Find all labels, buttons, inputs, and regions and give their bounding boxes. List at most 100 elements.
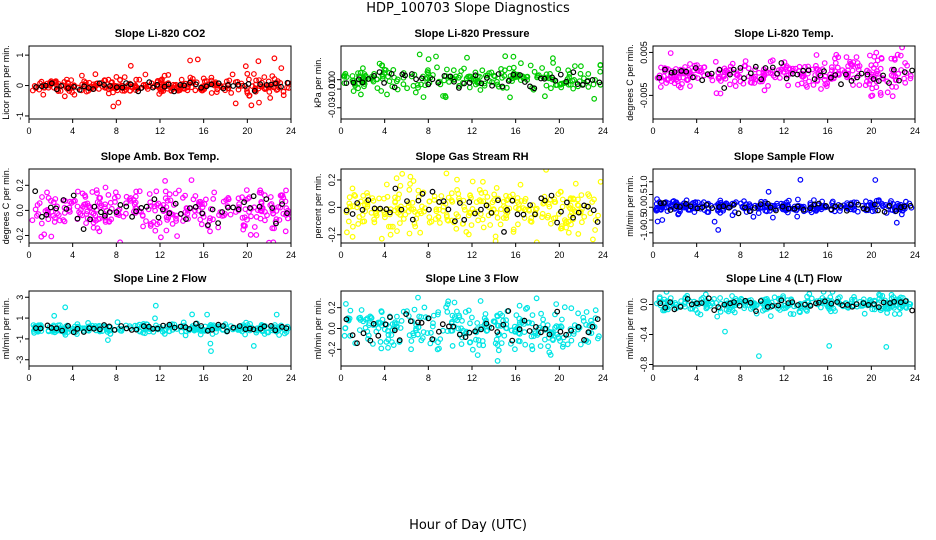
reference-point <box>589 76 596 83</box>
data-point <box>408 73 415 80</box>
reference-point <box>160 322 167 329</box>
data-point <box>869 208 876 215</box>
data-point <box>516 319 523 326</box>
reference-point <box>483 202 490 209</box>
data-point <box>228 89 235 96</box>
reference-point <box>371 72 378 79</box>
data-point <box>52 196 59 202</box>
data-point <box>208 348 214 355</box>
reference-point <box>37 325 44 332</box>
data-point <box>83 220 89 227</box>
reference-point <box>118 323 125 329</box>
reference-point <box>509 337 516 344</box>
data-point <box>36 200 43 207</box>
data-point <box>884 89 891 96</box>
data-point <box>142 71 149 78</box>
reference-point <box>192 203 199 210</box>
data-point <box>587 210 594 217</box>
panel-6: Slope Sample Flow 0 4 8 12 16 20 24 -1.0-0.50.00… <box>625 151 920 260</box>
data-point <box>360 192 367 199</box>
x-tick-label: 24 <box>598 126 608 136</box>
reference-point <box>657 200 664 207</box>
data-point <box>401 205 408 212</box>
data-point <box>503 325 510 332</box>
reference-point <box>871 201 878 208</box>
y-tick-label: -1 <box>15 112 25 120</box>
reference-point <box>230 324 237 331</box>
data-point <box>215 325 222 332</box>
data-point <box>829 291 836 295</box>
data-point <box>461 206 468 213</box>
data-point <box>581 213 588 220</box>
data-point <box>278 65 285 71</box>
data-point <box>341 80 348 86</box>
data-point <box>127 197 134 204</box>
data-point <box>210 195 217 202</box>
data-point <box>61 218 68 225</box>
reference-point <box>838 81 844 88</box>
data-point <box>821 60 828 66</box>
data-point <box>250 343 257 349</box>
data-point <box>588 317 594 324</box>
data-point <box>376 195 383 202</box>
data-point <box>561 304 568 311</box>
reference-point <box>367 337 374 344</box>
reference-point <box>514 211 521 218</box>
reference-point <box>43 211 50 218</box>
y-tick-label: 0.005 <box>639 41 649 64</box>
data-point <box>385 73 392 80</box>
reference-point <box>429 336 436 343</box>
data-point <box>767 313 774 320</box>
y-tick-label: 0.5 <box>639 188 649 201</box>
data-point <box>872 207 879 214</box>
data-point <box>433 53 439 60</box>
x-tick-label: 12 <box>467 373 477 383</box>
data-point <box>252 85 259 92</box>
reference-point <box>415 197 422 204</box>
data-point <box>173 212 180 219</box>
x-tick-label: 8 <box>114 126 119 136</box>
data-point <box>577 209 584 216</box>
reference-point <box>864 206 870 213</box>
reference-point <box>143 203 150 210</box>
data-point <box>477 87 484 93</box>
reference-point <box>402 72 409 79</box>
data-point <box>261 74 268 80</box>
data-point <box>248 213 254 220</box>
reference-point <box>855 201 862 208</box>
data-point <box>344 229 350 236</box>
x-tick-label: 0 <box>650 373 655 383</box>
data-point <box>543 169 549 173</box>
reference-point <box>166 210 173 217</box>
data-point <box>813 65 820 72</box>
data-point <box>533 295 540 302</box>
reference-point <box>365 197 372 204</box>
reference-point <box>215 220 222 227</box>
reference-point <box>705 295 712 302</box>
reference-point <box>730 66 737 73</box>
data-point <box>421 304 428 311</box>
data-point <box>270 239 277 243</box>
data-point <box>806 78 812 85</box>
data-point <box>592 76 598 83</box>
reference-point <box>440 198 447 205</box>
data-point <box>164 197 171 204</box>
data-point <box>765 188 772 195</box>
data-point <box>687 61 693 67</box>
reference-point <box>447 73 454 80</box>
data-point <box>585 339 592 345</box>
data-point <box>350 88 357 94</box>
x-tick-label: 24 <box>910 250 920 260</box>
data-point <box>349 73 356 79</box>
data-point <box>147 199 154 206</box>
reference-point <box>538 75 544 82</box>
data-point <box>281 330 288 337</box>
reference-point <box>860 300 867 307</box>
data-point <box>388 332 395 339</box>
reference-point <box>74 325 81 332</box>
reference-point <box>687 203 694 210</box>
reference-point <box>677 303 684 310</box>
data-point <box>877 292 883 299</box>
data-point <box>352 340 359 347</box>
data-point <box>40 91 47 98</box>
